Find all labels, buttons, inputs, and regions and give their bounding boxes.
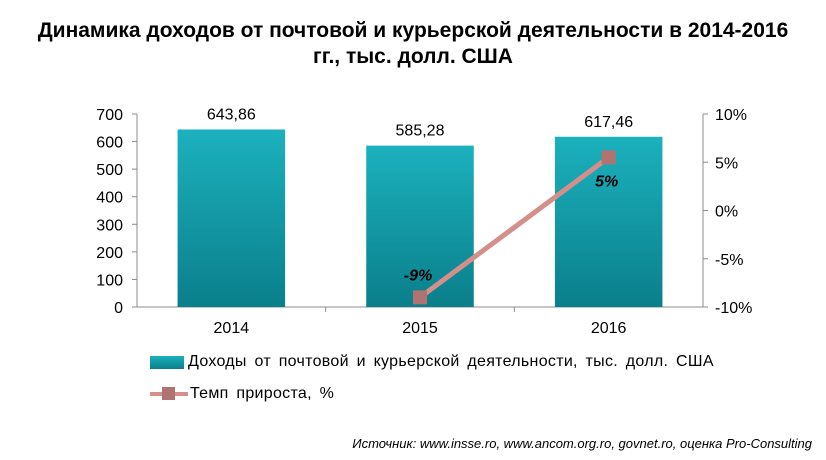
y-right-tick-label: 10% [715,107,747,124]
bar-2016 [554,136,663,307]
y-right-tick-label: -5% [715,252,743,269]
y-left-tick-label: 500 [96,162,123,179]
x-tick-label: 2015 [402,320,438,337]
y-left-tick-label: 100 [96,272,123,289]
y-right-tick-label: 5% [715,155,738,172]
y-left-tick-label: 400 [96,190,123,207]
chart-title-line-1: Динамика доходов от почтовой и курьерско… [37,19,789,42]
legend-item-bar: Доходы от почтовой и курьерской деятельн… [150,353,714,371]
y-right-tick-label: 0% [715,204,738,221]
bar-2015 [366,145,474,307]
chart-title-line-2: гг., тыс. долл. США [313,45,513,68]
legend-bar-label: Доходы от почтовой и курьерской деятельн… [188,353,714,370]
legend-item-line: Темп прироста, % [150,385,334,403]
bar-data-label: 617,46 [584,114,633,131]
bar-data-label: 585,28 [396,123,445,140]
legend-line-swatch [150,387,188,401]
y-left-tick-label: 300 [96,217,123,234]
legend-line-label: Темп прироста, % [190,385,335,402]
source-note: Источник: www.insse.ro, www.ancom.org.ro… [352,436,812,451]
x-tick-label: 2014 [214,320,250,337]
y-right-tick-label: -10% [715,300,752,317]
growth-rate-line [417,154,612,300]
bar-data-label: 643,86 [207,106,256,123]
x-tick-label: 2016 [591,320,627,337]
growth-rate-marker-2016 [601,150,616,165]
growth-data-label: -9% [404,267,432,284]
y-left-tick-label: 700 [96,107,123,124]
y-left-tick-label: 0 [114,300,123,317]
growth-rate-marker-2015 [413,290,427,305]
chart-title: Динамика доходов от почтовой и курьерско… [0,18,826,70]
bar-2014 [177,129,286,307]
growth-data-label: 5% [595,173,618,190]
y-left-tick-label: 600 [96,135,123,152]
legend-bar-swatch [150,355,184,369]
y-left-tick-label: 200 [96,245,123,262]
